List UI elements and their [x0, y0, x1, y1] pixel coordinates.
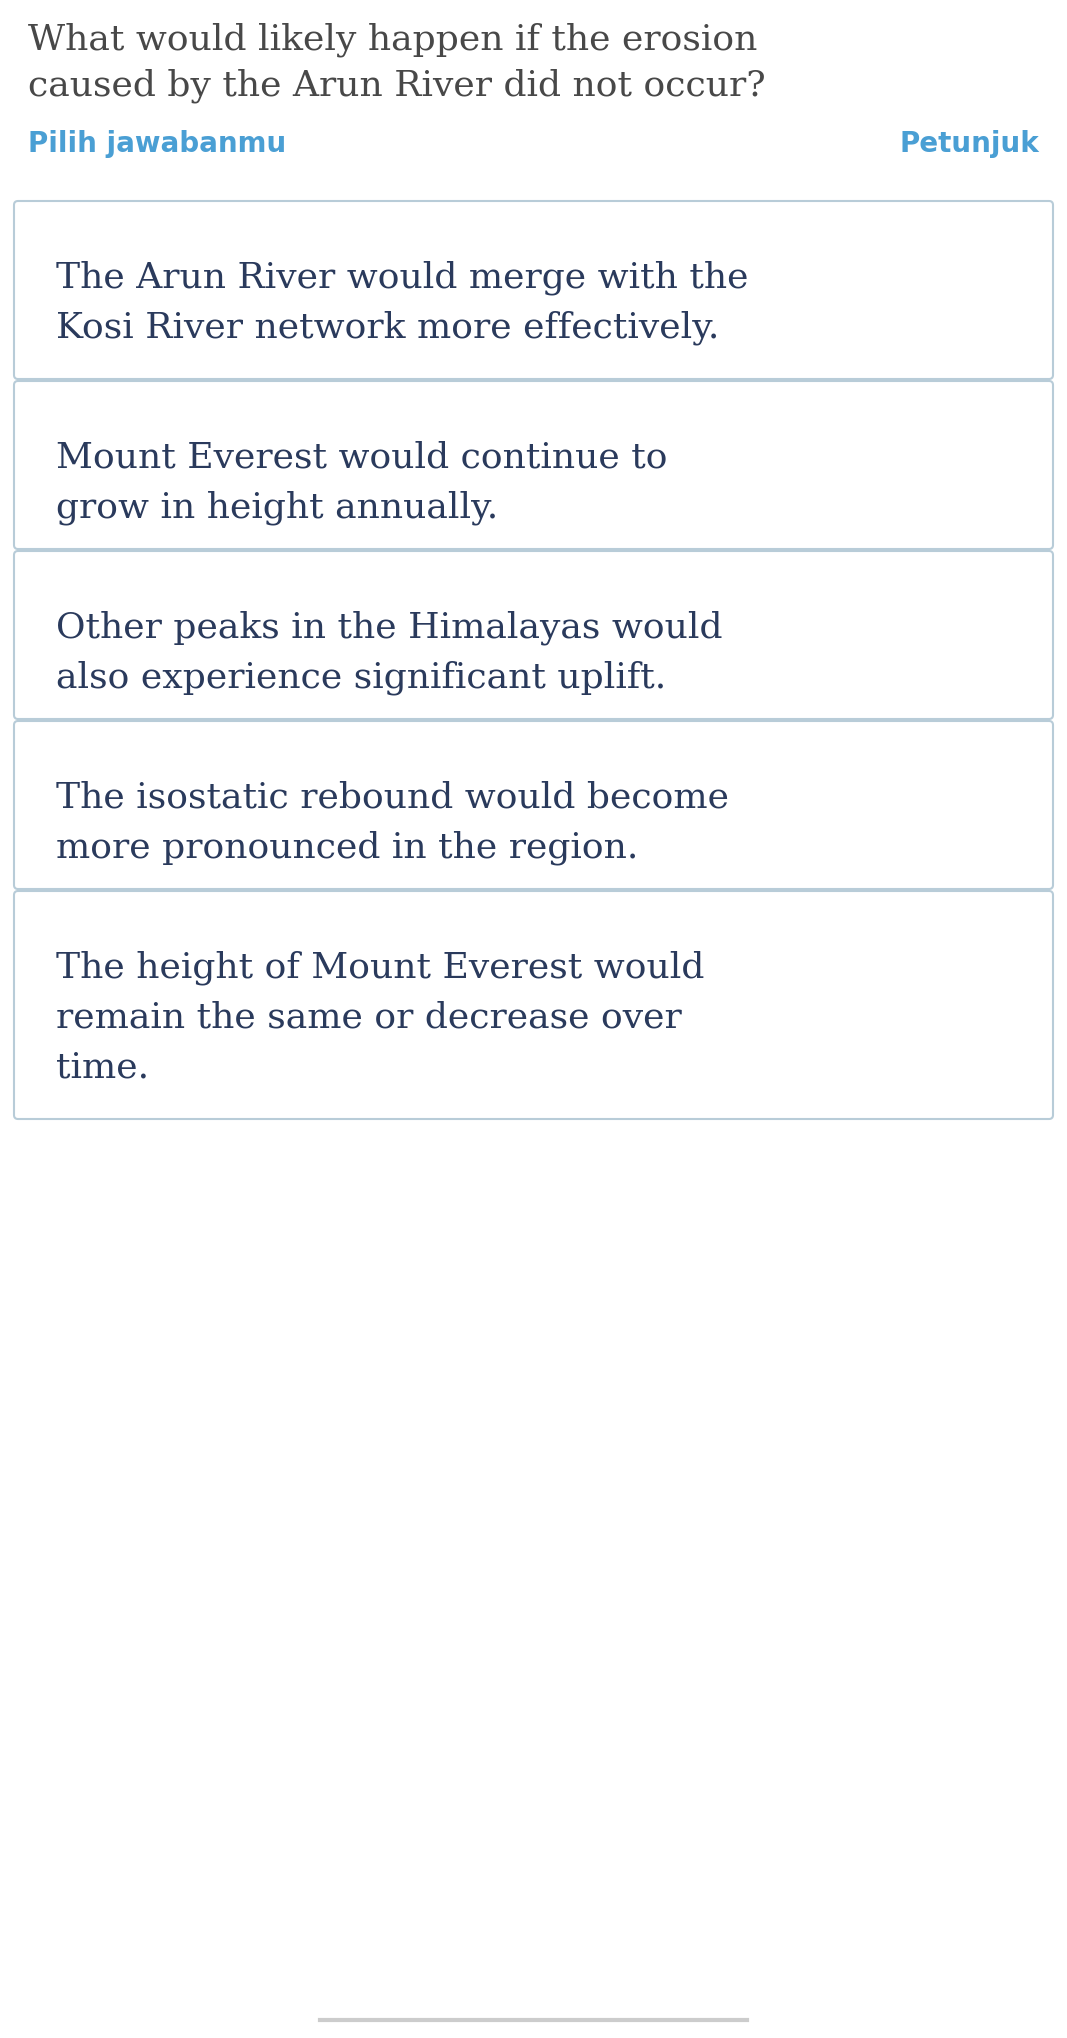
Text: caused by the Arun River did not occur?: caused by the Arun River did not occur? [28, 67, 766, 102]
FancyBboxPatch shape [14, 721, 1053, 889]
Text: The height of Mount Everest would
remain the same or decrease over
time.: The height of Mount Everest would remain… [55, 950, 704, 1084]
Text: Mount Everest would continue to
grow in height annually.: Mount Everest would continue to grow in … [55, 440, 668, 524]
FancyBboxPatch shape [14, 381, 1053, 548]
Text: Petunjuk: Petunjuk [899, 130, 1039, 159]
Text: The Arun River would merge with the
Kosi River network more effectively.: The Arun River would merge with the Kosi… [55, 261, 748, 344]
FancyBboxPatch shape [14, 550, 1053, 719]
Text: Pilih jawabanmu: Pilih jawabanmu [28, 130, 286, 159]
FancyBboxPatch shape [14, 202, 1053, 379]
Text: What would likely happen if the erosion: What would likely happen if the erosion [28, 22, 758, 57]
FancyBboxPatch shape [14, 891, 1053, 1119]
Text: The isostatic rebound would become
more pronounced in the region.: The isostatic rebound would become more … [55, 781, 729, 864]
Text: Other peaks in the Himalayas would
also experience significant uplift.: Other peaks in the Himalayas would also … [55, 609, 722, 695]
